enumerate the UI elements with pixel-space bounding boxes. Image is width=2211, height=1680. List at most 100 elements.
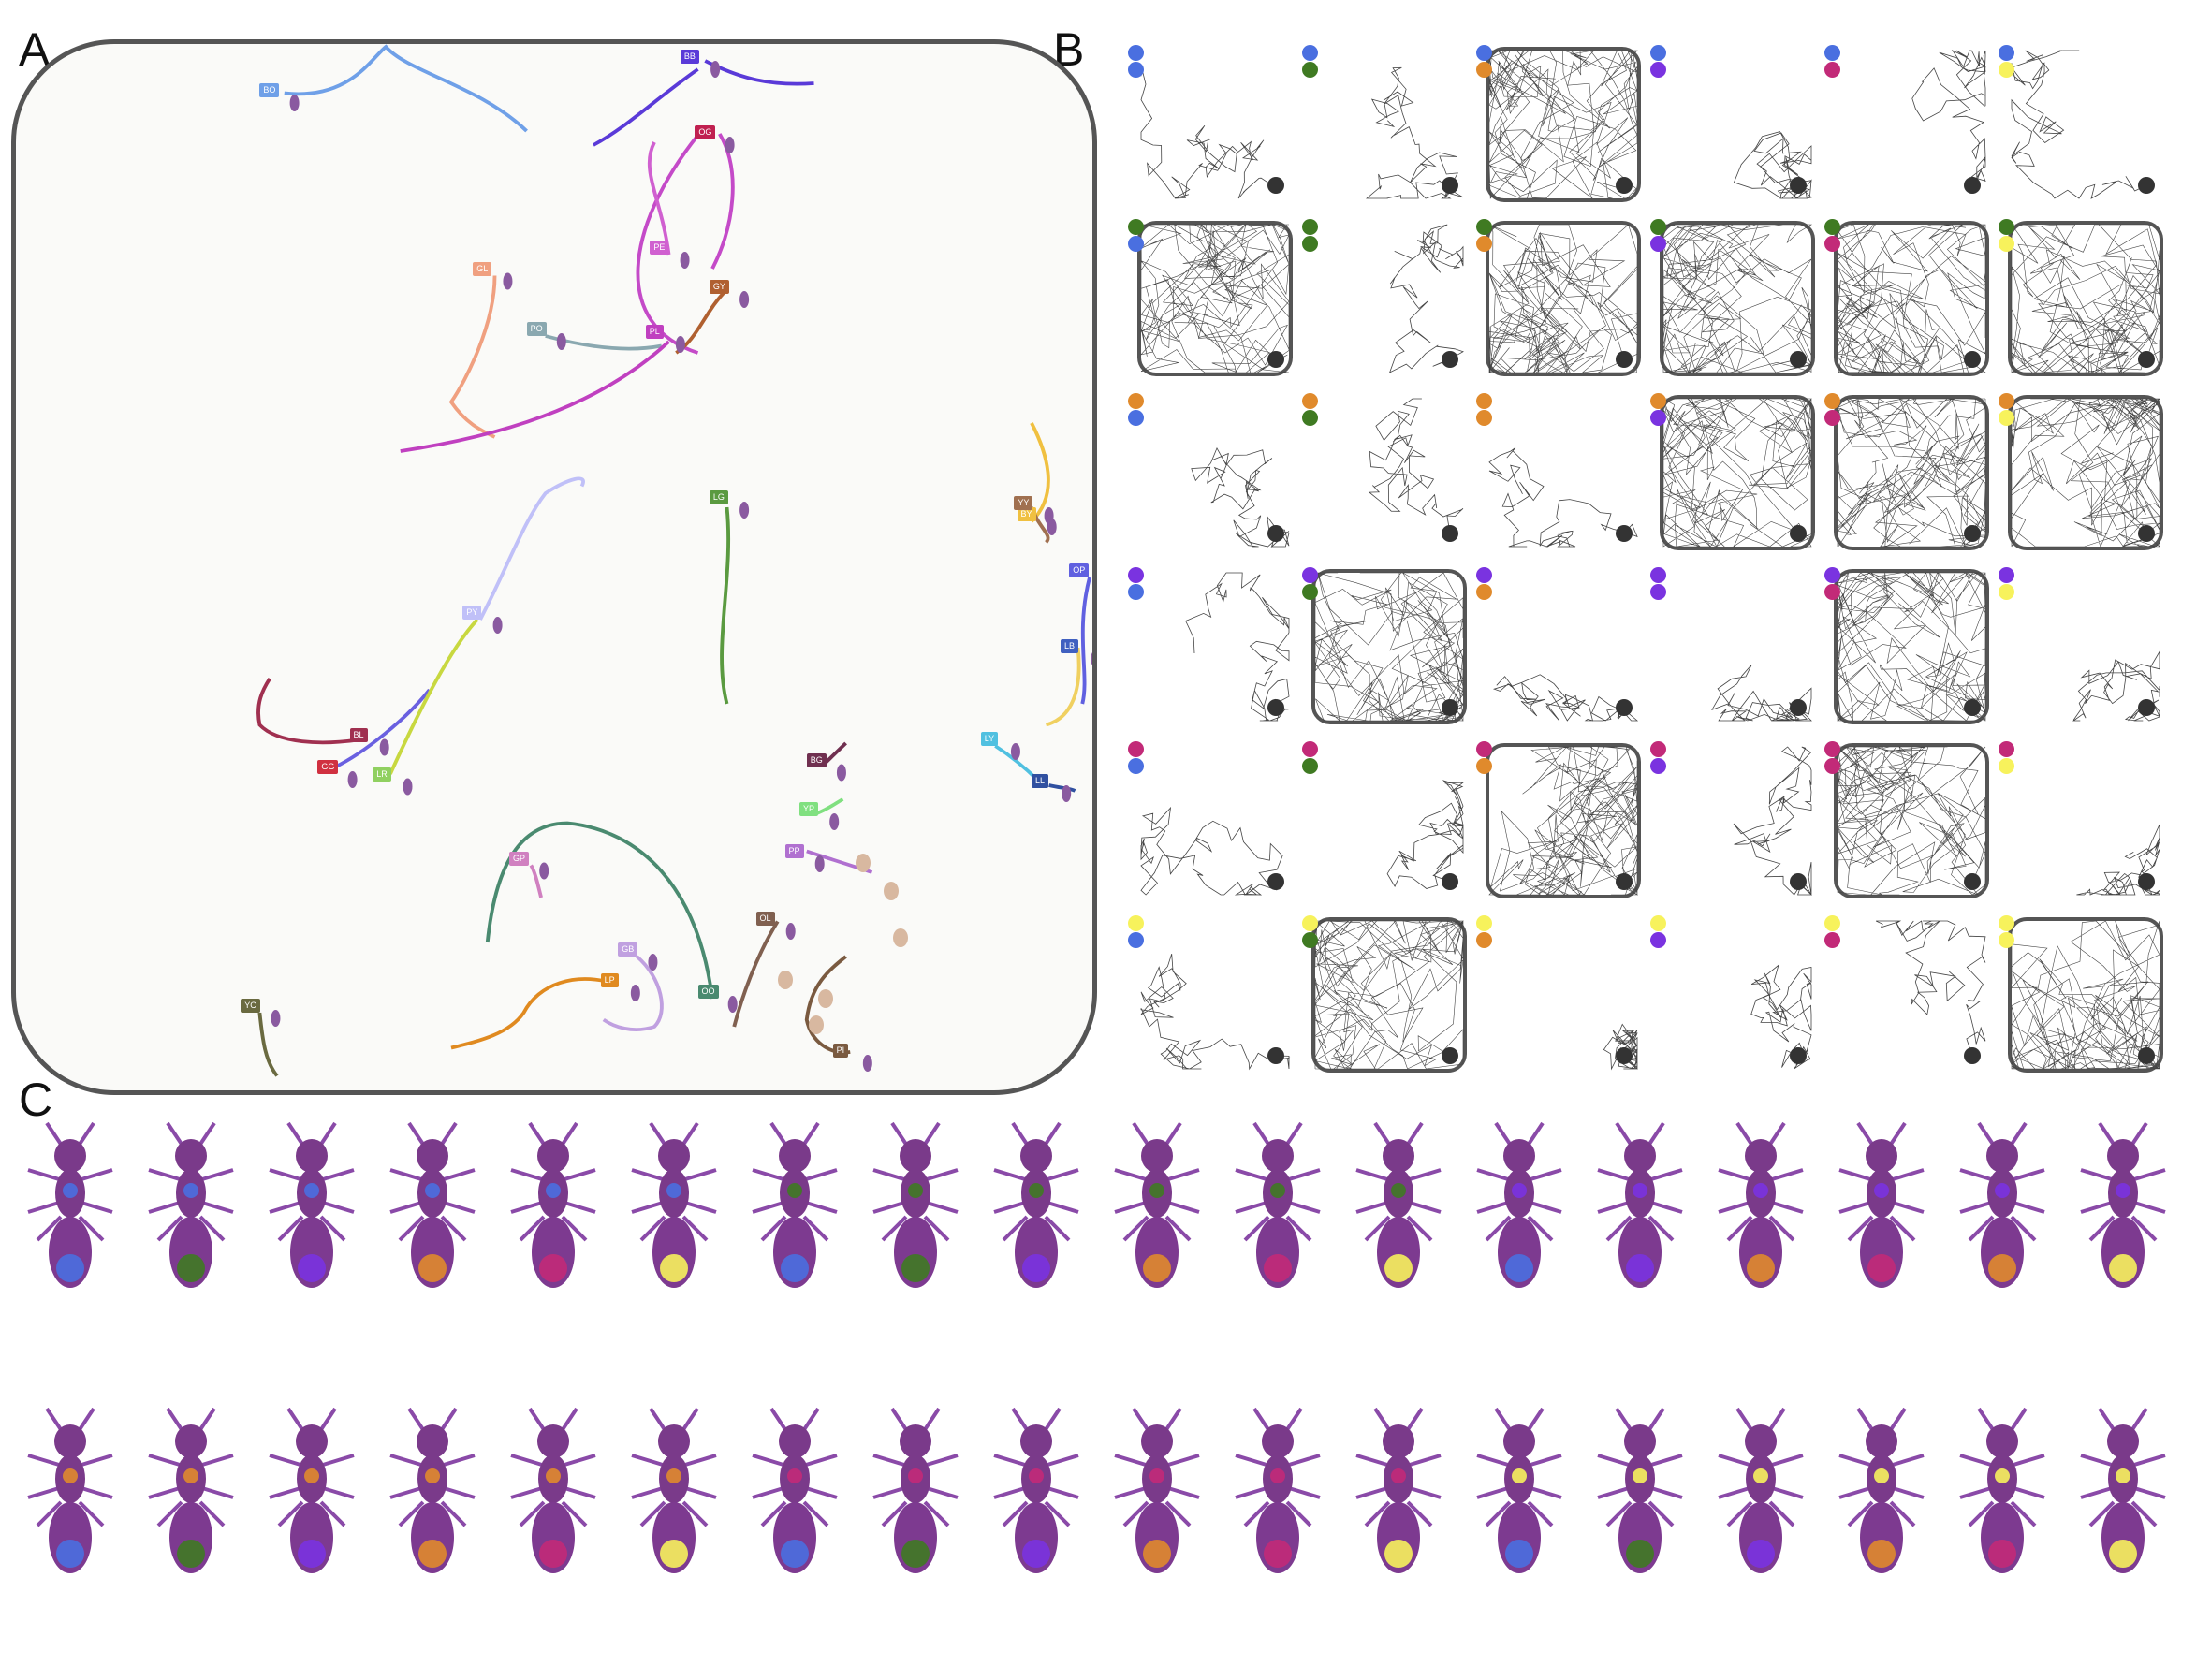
pair-cell-green-blue bbox=[1128, 219, 1298, 389]
ant-id-tag: BO bbox=[259, 83, 280, 97]
marker-dot-bottom bbox=[1128, 758, 1144, 774]
marker-dot-top bbox=[1650, 45, 1666, 61]
marker-dot-bottom bbox=[1824, 236, 1840, 252]
pair-cell-yellow-blue bbox=[1128, 915, 1298, 1086]
marker-dot-top bbox=[1128, 915, 1144, 931]
marked-ant-green-yellow bbox=[1355, 1121, 1442, 1288]
pair-cell-magenta-green bbox=[1302, 741, 1472, 912]
pair-cell-purple-magenta bbox=[1824, 567, 1995, 738]
marked-ant-orange-orange bbox=[389, 1407, 476, 1573]
trajectory-plot bbox=[1140, 806, 1284, 896]
ant-pl bbox=[675, 336, 685, 353]
trajectory-lb bbox=[1045, 647, 1081, 727]
marker-dot-top bbox=[1128, 45, 1144, 61]
pair-cell-purple-purple bbox=[1650, 567, 1821, 738]
marker-dot-top bbox=[1128, 741, 1144, 757]
ant-id-tag: GP bbox=[509, 851, 530, 866]
ant-id-tag: BL bbox=[349, 727, 368, 742]
trajectory-plot bbox=[2072, 650, 2160, 722]
marker-dot-bottom bbox=[1824, 62, 1840, 78]
trajectory-plot bbox=[1834, 569, 1989, 724]
marked-ant-purple-purple bbox=[1597, 1121, 1683, 1288]
pair-cell-yellow-green bbox=[1302, 915, 1472, 1086]
ant-id-tag: GB bbox=[618, 942, 638, 957]
marker-dot-top bbox=[1650, 219, 1666, 235]
trajectory-plot bbox=[1486, 47, 1641, 202]
pair-cell-green-magenta bbox=[1824, 219, 1995, 389]
pellet bbox=[818, 989, 833, 1008]
marker-dot-top bbox=[1302, 45, 1318, 61]
trajectory-gg bbox=[334, 688, 432, 769]
trajectory-py bbox=[478, 476, 585, 621]
marker-dot-bottom bbox=[1824, 932, 1840, 948]
marked-ant-purple-magenta bbox=[1838, 1121, 1925, 1288]
marker-dot-top bbox=[1302, 393, 1318, 409]
trajectory-plot bbox=[1834, 743, 1989, 898]
trajectory-plot bbox=[1368, 398, 1464, 542]
marker-dot-bottom bbox=[1824, 584, 1840, 600]
ant-id-tag: OO bbox=[697, 985, 719, 999]
marked-ant-blue-orange bbox=[389, 1121, 476, 1288]
trajectory-plot bbox=[1834, 395, 1989, 550]
marker-dot-top bbox=[1302, 567, 1318, 583]
ant-og bbox=[725, 137, 735, 153]
marker-dot-bottom bbox=[1650, 584, 1666, 600]
pair-cell-blue-blue bbox=[1128, 45, 1298, 215]
ant-yy bbox=[1044, 507, 1054, 524]
trajectory-gp bbox=[529, 864, 543, 898]
trajectory-plot bbox=[1603, 1023, 1638, 1071]
marker-dot-top bbox=[1999, 393, 2014, 409]
trajectory-plot bbox=[1711, 665, 1812, 722]
pair-cell-orange-green bbox=[1302, 393, 1472, 563]
ant-lp bbox=[630, 985, 640, 1001]
pair-cell-yellow-purple bbox=[1650, 915, 1821, 1086]
ant-bl bbox=[379, 738, 389, 756]
marked-ant-green-purple bbox=[993, 1121, 1079, 1288]
ant-id-tag: LR bbox=[373, 767, 391, 782]
marker-dot-top bbox=[1824, 915, 1840, 931]
trajectory-plot bbox=[1386, 780, 1465, 890]
marked-ant-purple-blue bbox=[1476, 1121, 1562, 1288]
trajectory-plot bbox=[2008, 395, 2163, 550]
marker-dot-top bbox=[1650, 567, 1666, 583]
trajectory-plot bbox=[1911, 49, 1986, 194]
marker-dot-bottom bbox=[1476, 584, 1492, 600]
marked-ant-yellow-orange bbox=[1838, 1407, 1925, 1573]
pair-cell-blue-yellow bbox=[1999, 45, 2169, 215]
marked-ant-green-green bbox=[872, 1121, 959, 1288]
pair-cell-magenta-yellow bbox=[1999, 741, 2169, 912]
marker-dot-bottom bbox=[1650, 410, 1666, 426]
marker-dot-top bbox=[1999, 915, 2014, 931]
trajectory-plot bbox=[2076, 824, 2160, 896]
marker-dot-top bbox=[1128, 393, 1144, 409]
ant-lb bbox=[1091, 652, 1092, 665]
pair-cell-green-yellow bbox=[1999, 219, 2169, 389]
trajectory-pl bbox=[400, 340, 670, 453]
marker-dot-top bbox=[1476, 567, 1492, 583]
marker-dot-bottom bbox=[1302, 584, 1318, 600]
trajectory-plot bbox=[1185, 572, 1290, 722]
pairwise-trajectory-grid bbox=[1128, 45, 2163, 1074]
ant-id-tag: LP bbox=[600, 973, 619, 987]
ant-id-tag: OP bbox=[1069, 563, 1090, 577]
marker-dot-top bbox=[1302, 915, 1318, 931]
trajectory-pe bbox=[647, 141, 671, 256]
marked-ant-blue-purple bbox=[269, 1121, 355, 1288]
marker-dot-top bbox=[1999, 45, 2014, 61]
marked-ant-blue-yellow bbox=[631, 1121, 717, 1288]
ant-oo bbox=[727, 996, 738, 1013]
pair-cell-orange-yellow bbox=[1999, 393, 2169, 563]
marked-ant-orange-blue bbox=[27, 1407, 113, 1573]
trajectory-plot bbox=[2008, 917, 2163, 1073]
marked-ant-magenta-green bbox=[872, 1407, 959, 1573]
pair-cell-magenta-purple bbox=[1650, 741, 1821, 912]
marked-ant-blue-green bbox=[148, 1121, 234, 1288]
marker-dot-top bbox=[1476, 45, 1492, 61]
marker-dot-top bbox=[1476, 219, 1492, 235]
marker-dot-top bbox=[1999, 567, 2014, 583]
ant-bo bbox=[289, 95, 300, 111]
pair-cell-magenta-blue bbox=[1128, 741, 1298, 912]
marked-ant-purple-orange bbox=[1718, 1121, 1804, 1288]
ant-ll bbox=[1062, 785, 1072, 802]
marked-ant-magenta-purple bbox=[993, 1407, 1079, 1573]
